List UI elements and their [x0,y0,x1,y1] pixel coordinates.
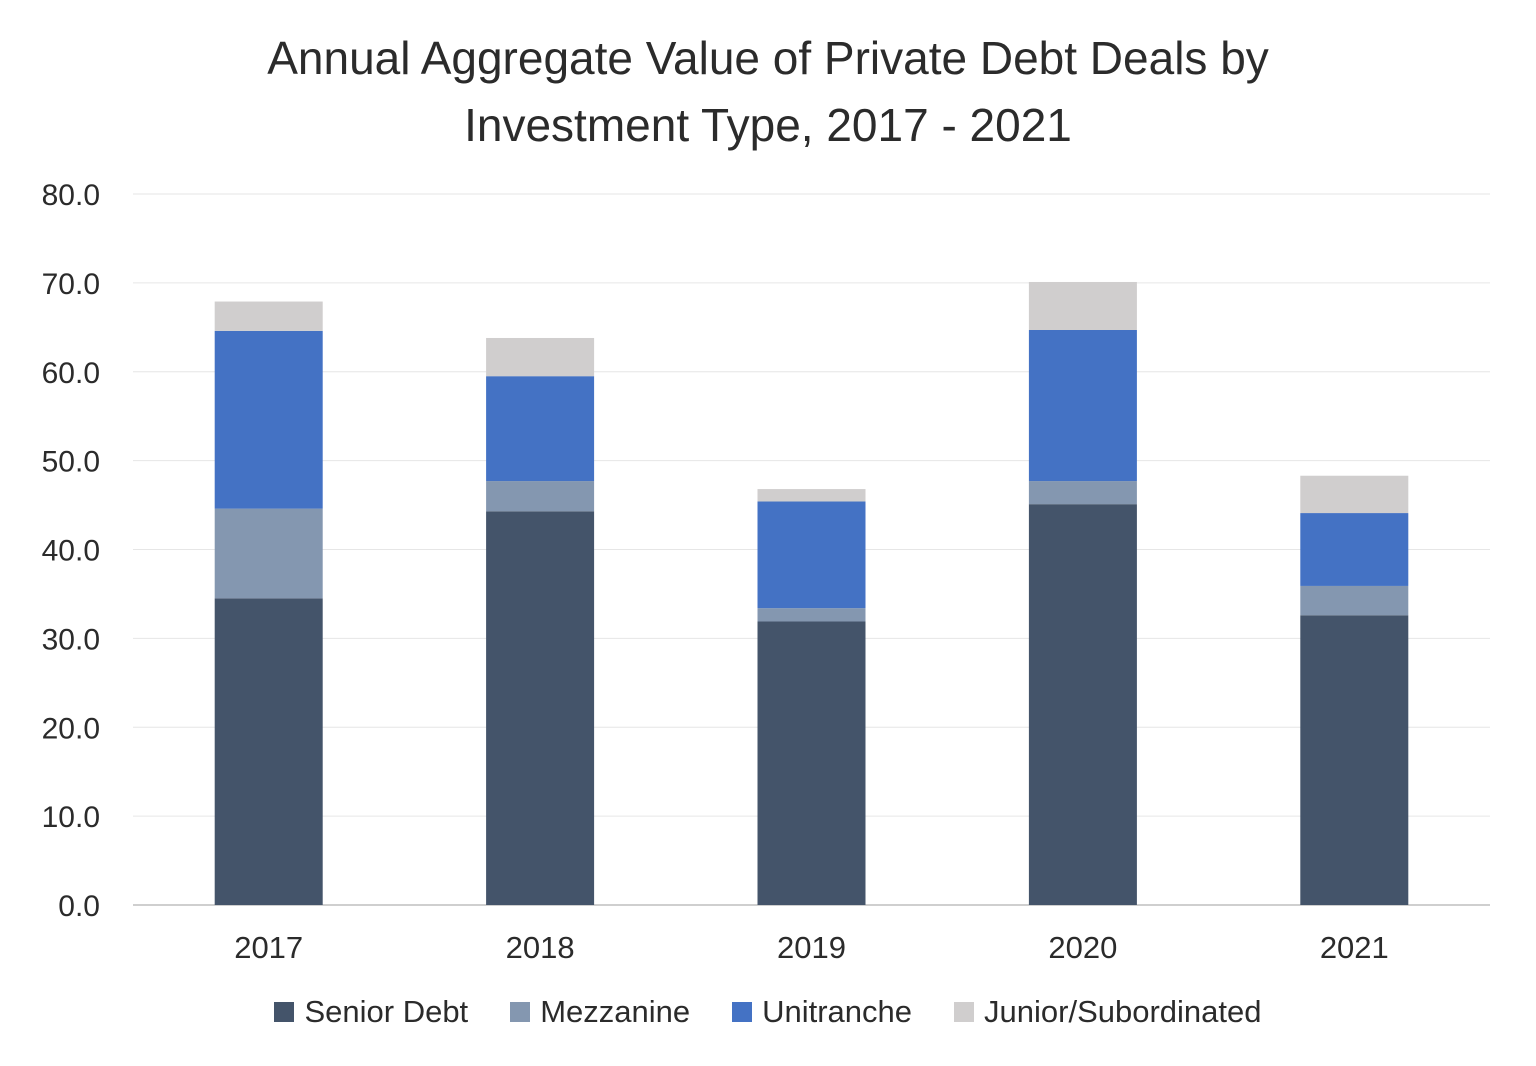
bar-segment-senior-debt-2020 [1028,504,1137,905]
bar-segment-mezzanine-2020 [1028,481,1137,505]
x-tick-label: 2021 [1320,930,1389,965]
legend-label: Unitranche [762,994,913,1029]
y-tick-label: 50.0 [42,446,100,479]
bar-segment-junior-subordinated-2020 [1028,281,1137,330]
bar-segment-junior-subordinated-2018 [486,337,595,377]
legend-label: Junior/Subordinated [984,994,1262,1029]
bar-segment-senior-debt-2017 [214,598,323,905]
gridlines [133,193,1490,906]
bar-segment-mezzanine-2018 [486,481,595,512]
bar-segment-mezzanine-2019 [757,608,866,622]
chart-title-line-2: Investment Type, 2017 - 2021 [464,99,1072,151]
bar-segment-mezzanine-2017 [214,508,323,599]
chart-title-line-1: Annual Aggregate Value of Private Debt D… [267,32,1269,84]
bar-segment-unitranche-2020 [1028,329,1137,482]
bars [214,281,1409,905]
bar-segment-unitranche-2019 [757,501,866,609]
x-tick-label: 2019 [777,930,846,965]
x-tick-label: 2018 [506,930,575,965]
legend-swatch [510,1002,531,1022]
bar-segment-senior-debt-2018 [486,511,595,905]
bar-segment-senior-debt-2021 [1300,615,1409,905]
y-axis: 0.0 10.0 20.0 30.0 40.0 50.0 60.0 70.0 80.0 [42,179,100,923]
legend-swatch [954,1002,975,1022]
bar-segment-junior-subordinated-2017 [214,301,323,331]
bar-segment-junior-subordinated-2019 [757,489,866,502]
y-tick-label: 80.0 [42,179,100,212]
legend-label: Mezzanine [540,994,691,1029]
bar-segment-unitranche-2018 [486,376,595,482]
legend: Senior Debt Mezzanine Unitranche Junior/Sub… [0,994,1536,1030]
bar-segment-junior-subordinated-2021 [1300,475,1409,514]
y-tick-label: 40.0 [42,535,100,568]
legend-label: Senior Debt [304,994,469,1029]
bar-segment-senior-debt-2019 [757,621,866,905]
y-tick-label: 60.0 [42,357,100,390]
y-tick-label: 70.0 [42,268,100,301]
legend-item: Senior Debt [274,994,468,1030]
bar-segment-unitranche-2021 [1300,513,1409,586]
x-tick-label: 2020 [1048,930,1117,965]
legend-swatch [732,1002,753,1022]
y-tick-label: 30.0 [42,623,100,656]
legend-item: Unitranche [732,994,912,1030]
y-tick-label: 10.0 [42,801,100,834]
y-tick-label: 0.0 [58,890,100,923]
x-tick-label: 2017 [234,930,303,965]
x-axis: 2017 2018 2019 2020 2021 [234,930,1389,965]
legend-item: Junior/Subordinated [954,994,1262,1030]
legend-item: Mezzanine [510,994,690,1030]
bar-segment-mezzanine-2021 [1300,585,1409,616]
y-tick-label: 20.0 [42,712,100,745]
bar-segment-unitranche-2017 [214,330,323,509]
legend-swatch [274,1002,295,1022]
